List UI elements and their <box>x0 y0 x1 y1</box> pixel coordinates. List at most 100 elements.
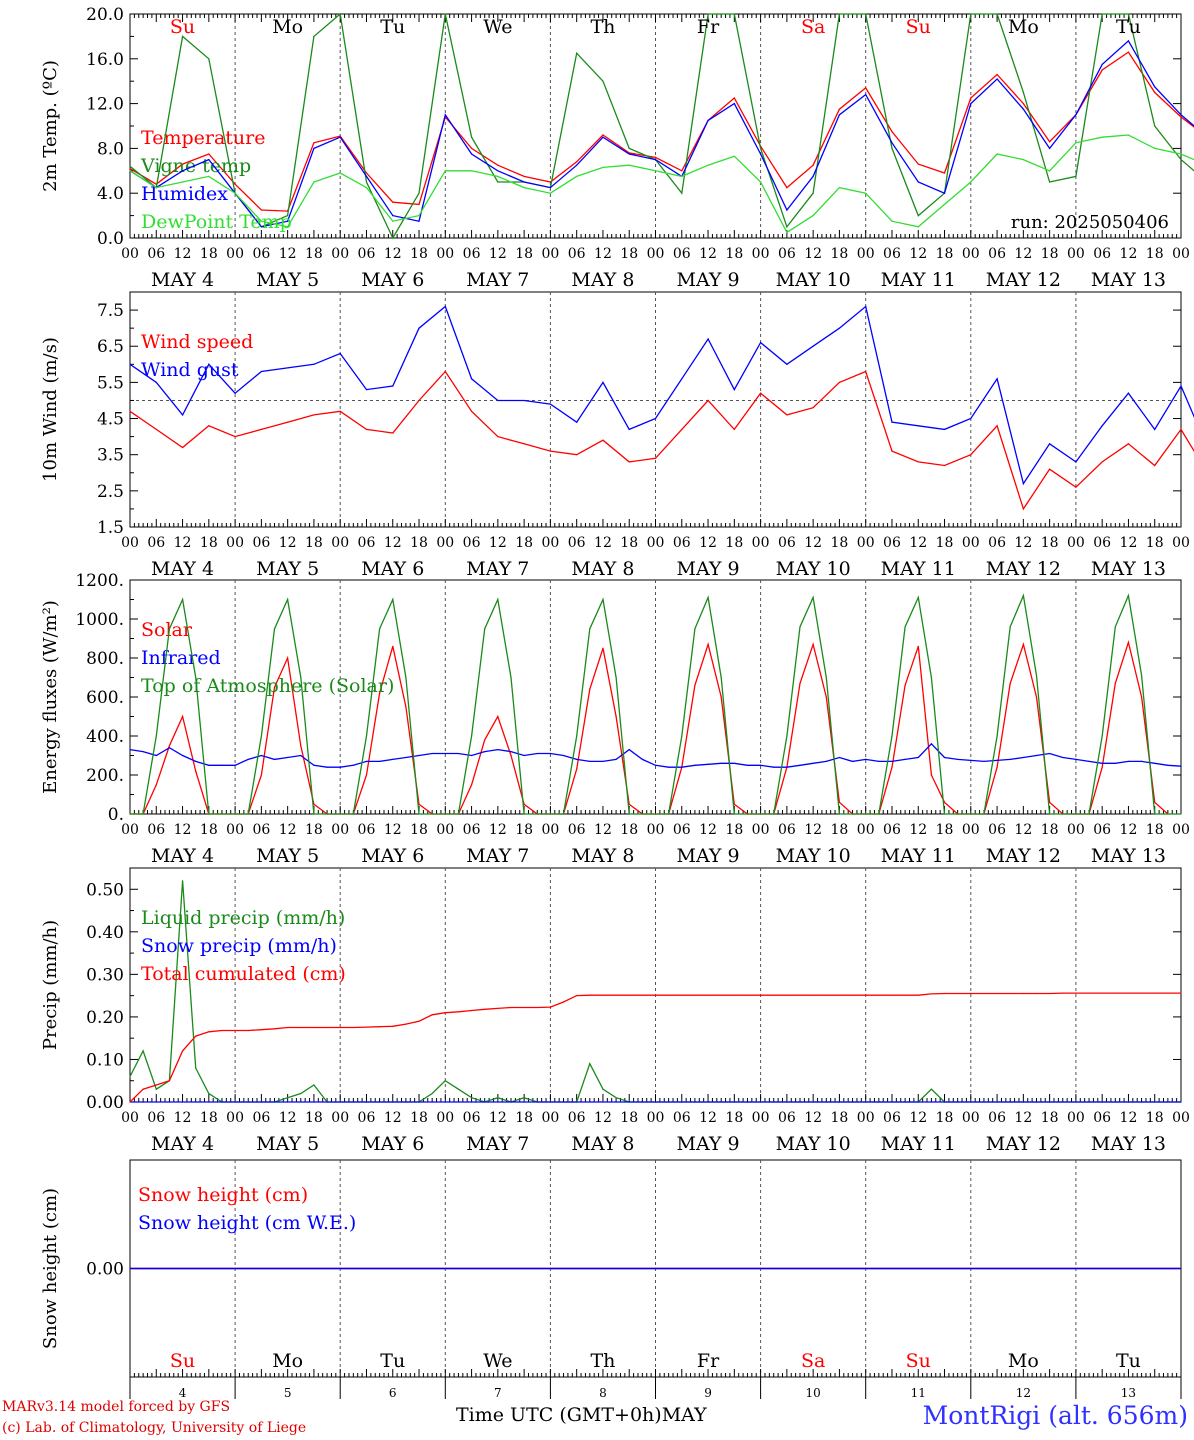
x-tick-label: 12 <box>1120 535 1138 551</box>
data-point <box>904 684 906 686</box>
day-number-label: 11 <box>911 1386 926 1400</box>
data-point <box>510 1006 512 1009</box>
data-point <box>287 220 289 222</box>
data-point <box>497 175 499 177</box>
data-point <box>1154 992 1156 994</box>
x-tick-label: 06 <box>673 1110 691 1126</box>
date-label: MAY 11 <box>881 558 956 580</box>
data-point <box>431 1101 433 1103</box>
series-line <box>129 51 1194 212</box>
data-point <box>247 1101 249 1103</box>
data-point <box>142 1050 144 1052</box>
y-tick-label: 2.5 <box>97 482 124 502</box>
plot-frame <box>129 13 1182 239</box>
data-point <box>746 994 749 996</box>
weekday-label: We <box>483 16 512 38</box>
x-tick-label: 18 <box>410 822 428 838</box>
date-label: MAY 6 <box>361 845 424 867</box>
data-point <box>260 428 262 430</box>
date-label: MAY 10 <box>776 269 851 291</box>
data-point <box>668 994 670 996</box>
data-point <box>1180 765 1182 767</box>
data-point <box>497 749 499 751</box>
data-point <box>1127 40 1130 42</box>
data-point <box>576 454 578 456</box>
data-point <box>181 754 184 757</box>
data-point <box>300 1101 302 1103</box>
x-tick-label: 00 <box>121 1110 139 1126</box>
date-label: MAY 10 <box>776 558 851 580</box>
data-point <box>444 13 446 15</box>
data-point <box>786 414 788 416</box>
data-point <box>339 136 341 138</box>
data-point <box>260 209 262 211</box>
data-point <box>181 181 184 183</box>
data-point <box>470 735 473 737</box>
data-point <box>365 187 368 189</box>
data-point <box>786 231 788 233</box>
data-point <box>720 762 722 764</box>
data-point <box>470 1009 473 1012</box>
date-label: MAY 6 <box>361 558 424 580</box>
data-point <box>1022 103 1024 105</box>
data-point <box>773 766 775 768</box>
data-point <box>260 1101 262 1103</box>
x-tick-label: 06 <box>252 535 270 551</box>
data-point <box>536 1101 538 1103</box>
weekday-label: Mo <box>1008 16 1039 38</box>
data-point <box>1035 992 1038 995</box>
data-point <box>602 994 604 996</box>
data-point <box>746 813 749 815</box>
data-point <box>1180 992 1182 994</box>
data-point <box>444 1101 446 1103</box>
x-tick-label: 00 <box>541 535 559 551</box>
data-point <box>1154 1101 1156 1103</box>
data-point <box>760 392 762 394</box>
data-point <box>234 764 236 766</box>
data-point <box>523 443 525 445</box>
x-tick-label: 12 <box>279 822 297 838</box>
data-point <box>418 1101 420 1103</box>
legend-label: Infrared <box>141 647 221 669</box>
data-point <box>562 813 565 815</box>
data-point <box>746 764 749 766</box>
data-point <box>1022 91 1024 93</box>
data-point <box>392 598 394 601</box>
x-tick-label: 00 <box>331 822 349 838</box>
x-tick-label: 18 <box>200 1110 218 1126</box>
data-point <box>891 131 893 133</box>
data-point <box>681 1101 683 1103</box>
data-point <box>1180 428 1182 430</box>
x-tick-label: 18 <box>410 535 428 551</box>
date-label: MAY 7 <box>466 269 529 291</box>
weekday-label: Su <box>170 16 195 38</box>
data-point <box>562 1001 565 1003</box>
weekday-label: Tu <box>1116 16 1141 38</box>
y-tick-label: 400. <box>86 727 124 747</box>
data-point <box>1101 13 1103 15</box>
data-point <box>838 114 841 116</box>
x-tick-label: 06 <box>358 822 376 838</box>
data-point <box>168 745 171 747</box>
y-tick-label: 5.5 <box>97 373 124 393</box>
x-tick-label: 06 <box>568 246 586 262</box>
x-tick-label: 12 <box>279 1110 297 1126</box>
data-point <box>418 192 420 194</box>
data-point <box>694 684 696 686</box>
x-tick-label: 18 <box>831 1110 849 1126</box>
x-tick-label: 06 <box>883 1110 901 1126</box>
x-tick-label: 18 <box>725 822 743 838</box>
data-point <box>694 764 696 766</box>
data-point <box>168 747 171 749</box>
data-point <box>1114 762 1116 764</box>
data-point <box>510 754 512 757</box>
x-tick-label: 12 <box>594 1110 612 1126</box>
data-point <box>1075 992 1077 994</box>
x-tick-label: 18 <box>725 535 743 551</box>
data-point <box>431 752 433 755</box>
model-credit: MARv3.14 model forced by GFS <box>2 1399 231 1415</box>
data-point <box>313 813 315 815</box>
data-point <box>129 410 131 412</box>
legend-label: Snow precip (mm/h) <box>141 935 337 957</box>
